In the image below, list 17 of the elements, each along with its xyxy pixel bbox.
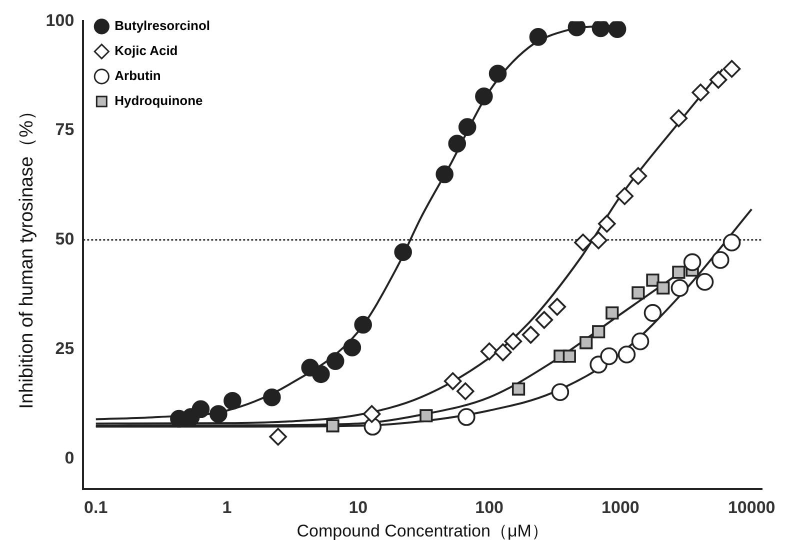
legend-label: Kojic Acid — [114, 43, 178, 58]
x-tick-label: 1000 — [602, 498, 640, 518]
y-axis-title: Inhibition of human tyrosinase（%） — [16, 102, 38, 409]
x-tick-label: 10 — [348, 498, 368, 518]
y-tick-label: 50 — [55, 230, 74, 249]
legend-label: Butylresorcinol — [114, 18, 210, 34]
legend-label: Hydroquinone — [114, 93, 203, 108]
y-tick-label: 0 — [64, 448, 74, 468]
x-tick-label: 0.1 — [84, 498, 108, 518]
x-axis-title: Compound Concentration（μM） — [296, 521, 548, 540]
y-tick-label: 75 — [55, 120, 74, 140]
x-tick-label: 100 — [475, 498, 504, 518]
y-tick-label: 100 — [46, 10, 74, 30]
x-tick-label: 1 — [222, 498, 232, 518]
legend-label: Arbutin — [114, 68, 161, 84]
y-tick-label: 25 — [55, 338, 74, 358]
x-tick-label: 10000 — [728, 498, 776, 518]
